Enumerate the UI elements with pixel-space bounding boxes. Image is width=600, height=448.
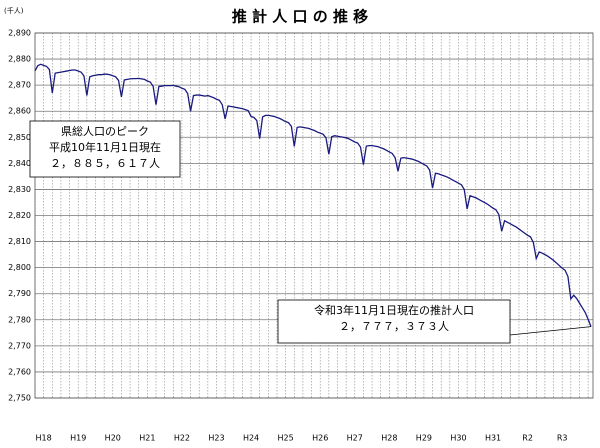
annotation-text: ２，７７７，３７３人	[339, 320, 449, 333]
annotation-text: 平成10年11月1日現在	[49, 140, 161, 154]
x-tick-label: H20	[105, 434, 121, 443]
y-tick-label: 2,790	[8, 289, 31, 298]
x-tick-label: H22	[174, 434, 190, 443]
annotation-leader	[509, 326, 592, 336]
y-tick-label: 2,750	[8, 394, 31, 403]
y-tick-label: 2,880	[8, 55, 31, 64]
x-tick-label: H31	[485, 434, 501, 443]
x-tick-label: R3	[557, 434, 568, 443]
y-tick-label: 2,830	[8, 185, 31, 194]
annotation-text: 県総人口のピーク	[61, 124, 149, 138]
x-tick-label: H27	[347, 434, 363, 443]
annotation-text: ２，８８５，６１７人	[50, 157, 160, 170]
y-tick-label: 2,890	[8, 29, 31, 38]
chart-title: 推 計 人 口 の 推 移	[232, 8, 368, 26]
y-tick-label: 2,870	[8, 81, 31, 90]
x-tick-label: H18	[36, 434, 52, 443]
y-tick-label: 2,780	[8, 315, 31, 324]
y-tick-label: 2,760	[8, 367, 31, 376]
y-tick-label: 2,850	[8, 133, 31, 142]
line	[34, 63, 592, 327]
y-tick-label: 2,770	[8, 341, 31, 350]
y-tick-label: 2,820	[8, 211, 31, 220]
annotation-text: 令和3年11月1日現在の推計人口	[314, 303, 474, 317]
x-tick-label: H19	[70, 434, 86, 443]
x-tick-label: H21	[139, 434, 155, 443]
y-tick-label: 2,860	[8, 107, 31, 116]
x-tick-label: H26	[312, 434, 328, 443]
y-tick-label: 2,800	[8, 263, 31, 272]
annotation-box	[29, 120, 181, 178]
y-tick-label: 2,810	[8, 237, 31, 246]
y-tick-label: 2,840	[8, 159, 31, 168]
x-tick-label: H24	[243, 434, 259, 443]
x-tick-label: R2	[522, 434, 533, 443]
x-tick-label: H30	[450, 434, 466, 443]
x-tick-label: H25	[278, 434, 294, 443]
plot-frame	[34, 32, 594, 399]
x-tick-label: H28	[381, 434, 397, 443]
x-tick-label: H23	[208, 434, 224, 443]
y-unit: (千人)	[4, 6, 24, 15]
x-tick-label: H29	[416, 434, 432, 443]
annotation-box	[277, 299, 511, 344]
